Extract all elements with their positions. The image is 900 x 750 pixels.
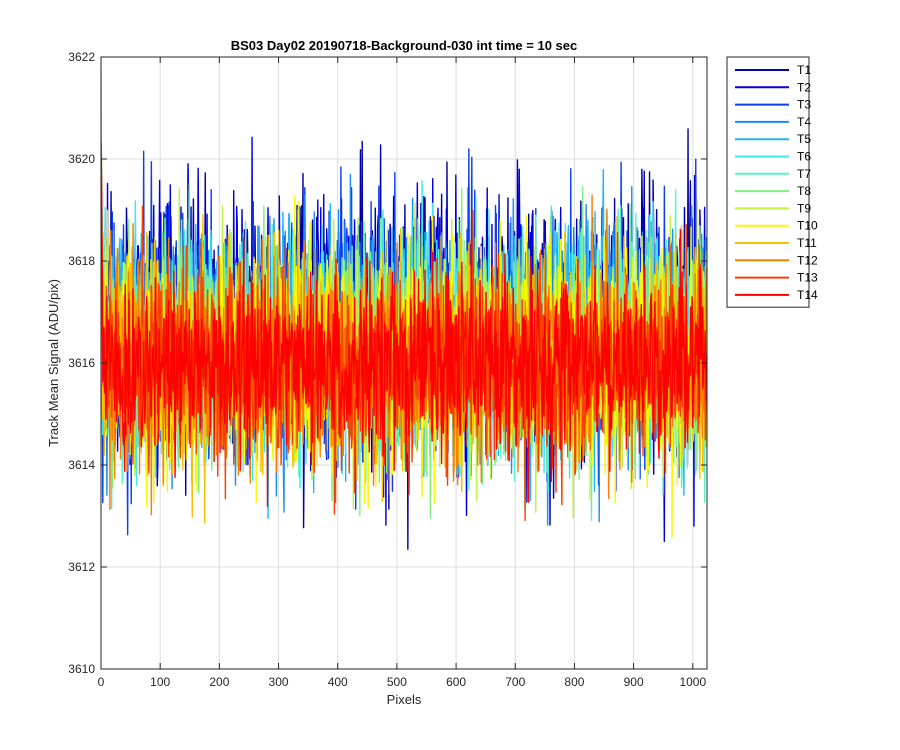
x-tick-label: 500 [387,675,407,689]
legend-label-t13: T13 [797,271,818,285]
y-tick-label: 3618 [68,254,95,268]
legend-box [726,56,810,308]
x-tick-label: 900 [624,675,644,689]
legend-label-t10: T10 [797,219,818,233]
y-tick-label: 3622 [68,50,95,64]
x-axis-label: Pixels [387,692,422,707]
legend-label-t1: T1 [797,63,811,77]
series-layer [101,68,707,550]
x-tick-label: 200 [209,675,229,689]
legend-label-t5: T5 [797,132,811,146]
legend-label-t2: T2 [797,80,811,94]
legend-label-t6: T6 [797,150,811,164]
x-tick-label: 800 [564,675,584,689]
legend-label-t14: T14 [797,288,818,302]
y-tick-label: 3612 [68,560,95,574]
x-tick-label: 400 [328,675,348,689]
x-tick-label: 600 [446,675,466,689]
x-tick-label: 300 [269,675,289,689]
series-line-t14 [101,142,707,507]
x-tick-label: 1000 [679,675,706,689]
x-tick-label: 100 [150,675,170,689]
legend-label-t9: T9 [797,201,811,215]
legend: T1 T2 T3 T4 T5 T6 T7 T8 T9 T10 T11 T12 T13 T14 [726,56,818,308]
legend-label-t12: T12 [797,253,818,267]
legend-label-t7: T7 [797,167,811,181]
legend-label-t3: T3 [797,98,811,112]
legend-label-t4: T4 [797,115,811,129]
x-tick-label: 0 [98,675,105,689]
chart-title: BS03 Day02 20190718-Background-030 int t… [231,38,578,53]
tick-layer: 0 100 200 300 400 500 600 700 800 900 1000 3610 3612… [68,50,707,689]
legend-label-t11: T11 [797,236,817,250]
legend-label-t8: T8 [797,184,811,198]
y-tick-label: 3610 [68,662,95,676]
y-tick-label: 3620 [68,152,95,166]
y-tick-label: 3614 [68,458,95,472]
x-tick-label: 700 [505,675,525,689]
y-axis-label: Track Mean Signal (ADU/pix) [46,279,61,447]
y-tick-label: 3616 [68,356,95,370]
